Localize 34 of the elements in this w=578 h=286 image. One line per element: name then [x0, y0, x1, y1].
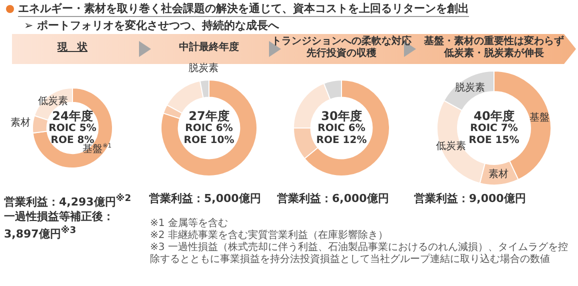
text: 27年度	[188, 109, 230, 123]
text: ※1 金属等を含む	[150, 218, 229, 230]
text: ROIC 5%	[48, 123, 96, 134]
text: ➢ ポートフォリオを変化させつつ、持続的な成長へ	[24, 18, 280, 33]
slice-label: 低炭素	[436, 140, 466, 152]
text: 営業利益：9,000億円	[414, 192, 527, 206]
chart-subtitle: 現 状	[56, 40, 88, 55]
text: ROIC 6%	[184, 123, 234, 135]
text: 24年度	[52, 109, 93, 123]
text: ROE 12%	[315, 135, 368, 147]
text: ROE 15%	[468, 135, 520, 146]
text: 40年度	[474, 109, 514, 123]
chart-subtitle: 中計最終年度	[179, 42, 239, 53]
text: 営業利益：4,293億円$^{※2}$	[4, 192, 132, 210]
text: ※3 一過性損益（株式売却に伴う利益、石油製品事業におけるのれん減損）、タイムラグを控除するとともに事業損益を持分法投資損益として当社グループ連結に取り込む場合の数値	[150, 242, 569, 266]
donut-slice	[32, 88, 113, 168]
text: ※2 非継続事業を含む実質営業利益（在庫影響除き）	[150, 230, 389, 242]
slice-label: 素材	[10, 116, 31, 129]
text: ROIC 7%	[469, 123, 519, 135]
text: ROIC 6%	[316, 123, 366, 135]
slice-label: 基盤	[530, 111, 550, 124]
slice-label: 低炭素	[38, 94, 68, 107]
text: エネルギー・素材を取り巻く社会課題の解決を通じて、資本コストを上回るリターンを創出	[18, 1, 469, 17]
slice-label: 脱炭素	[188, 62, 218, 74]
donut-slice	[160, 80, 258, 176]
slice-label: 脱炭素	[455, 81, 486, 94]
text: 30年度	[320, 109, 363, 123]
chart-subtitle: トランジションへの柔軟な対応先行投資の収穫	[270, 34, 412, 61]
text: ROE 10%	[182, 135, 236, 147]
text: 営業利益：5,000億円	[149, 192, 262, 206]
text: 一過性損益等補正後：3,897億円$^{※3}$	[4, 210, 115, 242]
text: 営業利益：6,000億円	[277, 192, 390, 206]
chart-subtitle: 基盤・素材の重要性は変わらず低炭素・脱炭素が伸長	[423, 34, 565, 61]
slice-label: 素材	[488, 168, 508, 180]
